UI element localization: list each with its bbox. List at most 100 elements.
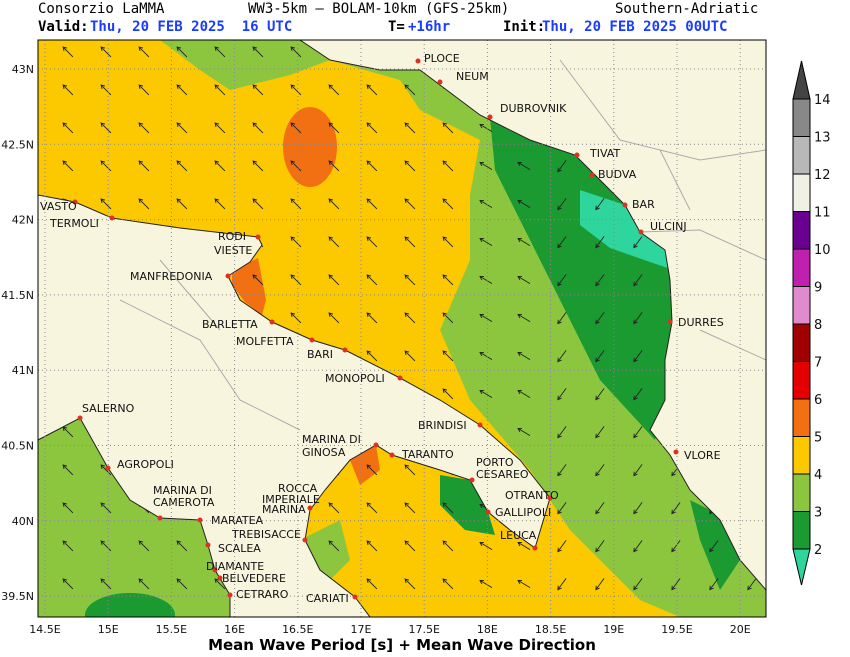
- colorbar-label: 6: [814, 393, 822, 408]
- arrow: [747, 578, 757, 591]
- arrow: [595, 502, 605, 515]
- arrow: [138, 578, 150, 590]
- lat-tick-label: 42.5N: [1, 138, 34, 151]
- colorbar-over: [792, 60, 811, 100]
- band-dark-green: [490, 118, 690, 440]
- city-label: BELVEDERE: [222, 572, 286, 585]
- arrow: [479, 275, 493, 284]
- arrow: [442, 312, 454, 324]
- arrow: [138, 198, 150, 210]
- colorbar-label: 3: [814, 506, 822, 521]
- city-label: DURRES: [678, 316, 724, 329]
- city-label: BARI: [307, 348, 333, 361]
- patch-green-tyrrhenian: [85, 593, 175, 617]
- tyrrhenian: [38, 418, 230, 617]
- colorbar-label: 8: [814, 318, 822, 333]
- arrow: [709, 540, 719, 553]
- colorbar-label: 10: [814, 243, 831, 258]
- arrow: [62, 540, 74, 552]
- arrow: [366, 502, 378, 514]
- city-label: GINOSA: [302, 446, 346, 459]
- city-label: VIESTE: [214, 244, 252, 257]
- arrow: [328, 84, 340, 96]
- colorbar-box: [792, 398, 811, 437]
- arrow: [404, 122, 416, 134]
- lon-tick-label: 15.5E: [156, 623, 187, 636]
- lon-tick-label: 15E: [98, 623, 119, 636]
- arrow: [290, 312, 302, 324]
- arrow: [138, 122, 150, 134]
- city-label: MARATEA: [211, 514, 264, 527]
- arrow: [633, 388, 643, 401]
- lat-tick-label: 43N: [12, 63, 34, 76]
- city-label: DIAMANTE: [206, 560, 264, 573]
- arrow: [138, 540, 150, 552]
- arrow: [595, 578, 605, 591]
- lon-tick-label: 16E: [224, 623, 245, 636]
- arrow: [479, 541, 493, 550]
- arrow: [366, 274, 378, 286]
- arrow: [595, 312, 605, 325]
- arrow: [252, 274, 264, 286]
- valid: Thu, 20 FEB 2025 16 UTC: [90, 19, 292, 35]
- arrow: [442, 198, 454, 210]
- arrow: [442, 578, 454, 590]
- arrow: [290, 160, 302, 172]
- init-label: Init:: [503, 19, 545, 35]
- arrow: [517, 313, 531, 322]
- colorbar-label: 4: [814, 468, 822, 483]
- arrow: [479, 313, 493, 322]
- arrow: [290, 122, 302, 134]
- lat-tick-label: 40.5N: [1, 440, 34, 453]
- city-label: VASTO: [40, 200, 77, 213]
- arrow: [633, 236, 643, 249]
- arrow: [479, 123, 493, 132]
- footer-title: Mean Wave Period [s] + Mean Wave Directi…: [208, 636, 596, 654]
- city-label: LEUCA: [500, 529, 537, 542]
- arrow: [517, 541, 531, 550]
- arrow: [176, 540, 188, 552]
- arrow: [62, 578, 74, 590]
- axis-ticks: 43N 42.5N 42N 41.5N 41N 40.5N 40N 39.5N 14.5E 15E…: [1, 63, 750, 636]
- arrow: [595, 388, 605, 401]
- arrow: [404, 84, 416, 96]
- arrow: [252, 198, 264, 210]
- arrow: [290, 274, 302, 286]
- arrow: [138, 84, 150, 96]
- city-label: CARIATI: [306, 592, 349, 605]
- arrow: [557, 426, 567, 439]
- arrow: [671, 578, 681, 591]
- colorbar-label: 7: [814, 356, 822, 371]
- arrow: [366, 236, 378, 248]
- grid: [38, 40, 766, 617]
- arrow: [252, 160, 264, 172]
- agency: Consorzio LaMMA: [38, 1, 165, 17]
- map: [38, 40, 766, 617]
- city-label: AGROPOLI: [117, 458, 174, 471]
- city-label: ULCINJ: [650, 220, 687, 233]
- arrow: [517, 351, 531, 360]
- city-label: BUDVA: [598, 168, 637, 181]
- city-label: IMPERIALE: [262, 493, 320, 506]
- arrow: [595, 350, 605, 363]
- arrow: [214, 160, 226, 172]
- city-label: TERMOLI: [49, 217, 99, 230]
- colorbar-box: [792, 473, 811, 512]
- arrow: [479, 237, 493, 246]
- arrow: [366, 198, 378, 210]
- arrow: [176, 198, 188, 210]
- arrow: [442, 236, 454, 248]
- band-teal: [580, 190, 690, 275]
- city-label: MANFREDONIA: [130, 270, 213, 283]
- arrow: [366, 350, 378, 362]
- lon-tick-label: 20E: [730, 623, 751, 636]
- arrow: [366, 540, 378, 552]
- arrow: [517, 389, 531, 398]
- lon-tick-label: 18.5E: [535, 623, 566, 636]
- colorbar-label: 11: [814, 206, 831, 221]
- arrow: [442, 122, 454, 134]
- city-label: RODI: [218, 230, 246, 243]
- arrow: [595, 198, 605, 211]
- colorbar-label: 5: [814, 431, 822, 446]
- colorbar-box: [792, 436, 811, 475]
